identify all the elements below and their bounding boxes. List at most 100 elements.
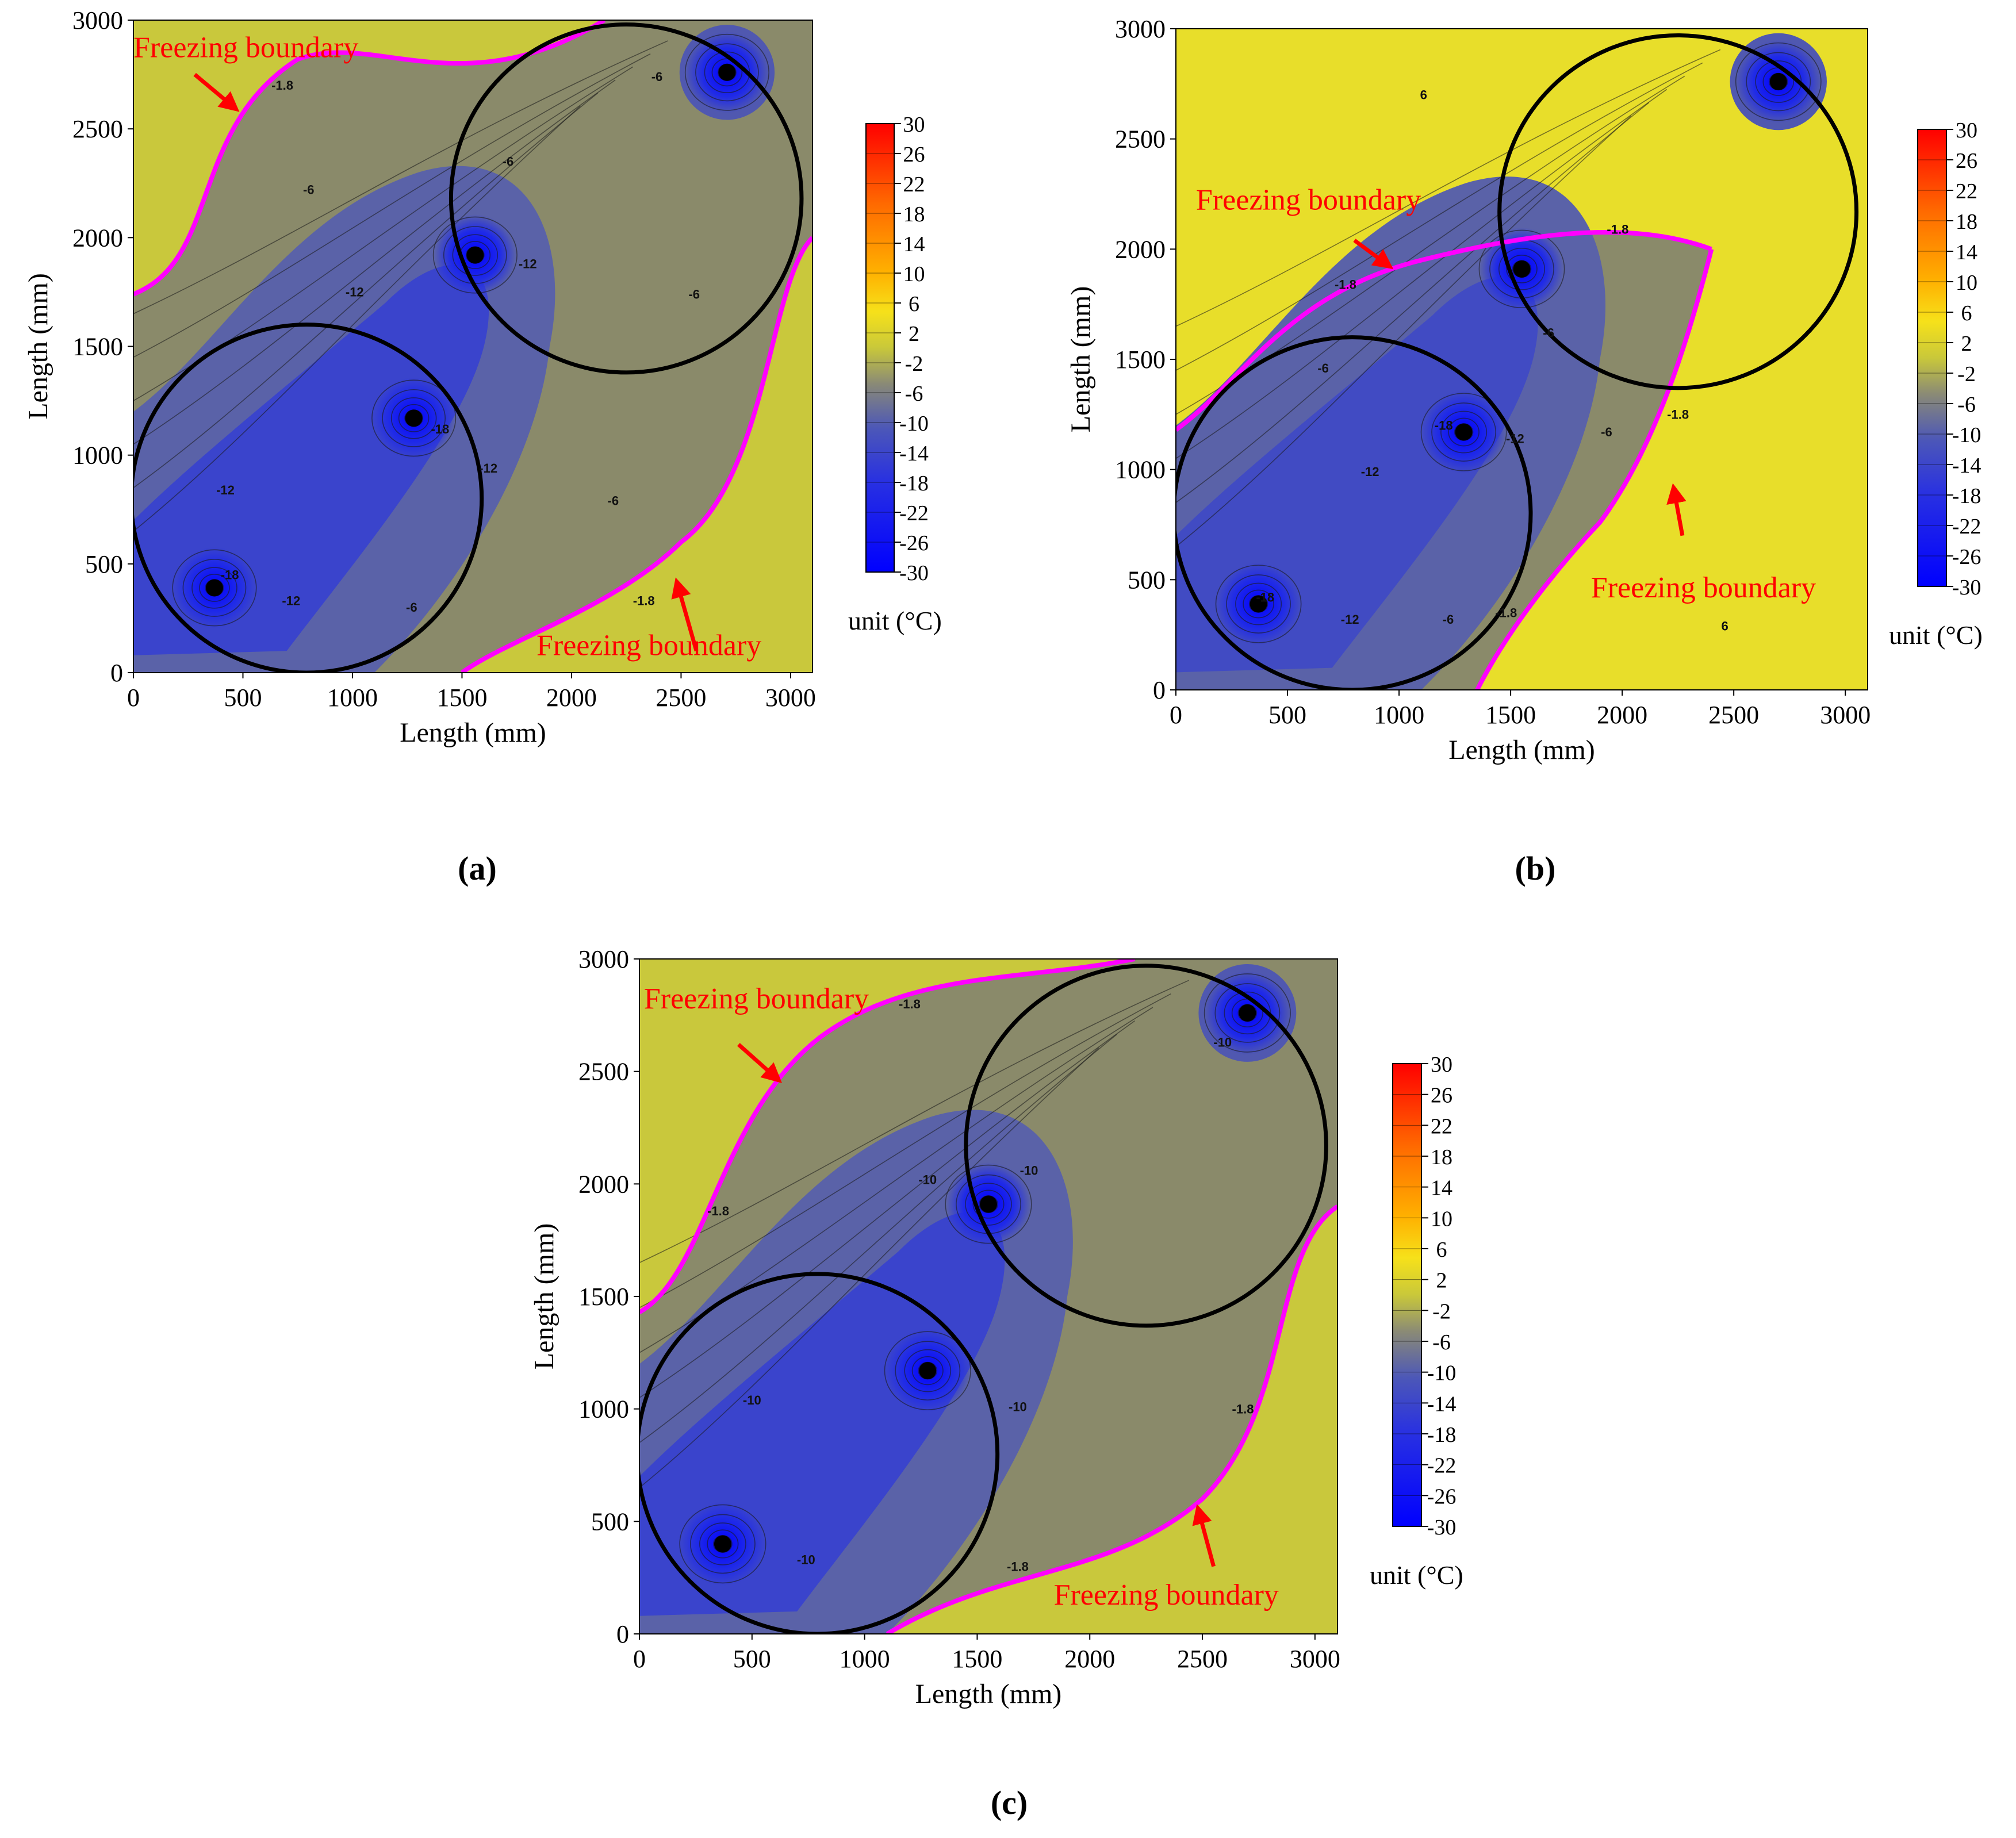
contour-label: -12: [1341, 612, 1359, 627]
x-tick-label: 1500: [436, 684, 487, 712]
pipe-contour: [1746, 52, 1811, 112]
contour-label: -18: [1435, 419, 1453, 433]
contour-label: -6: [303, 183, 315, 197]
contour-label: -12: [1506, 432, 1524, 446]
contour-label: -10: [797, 1553, 815, 1567]
contour-label: -1.8: [271, 78, 293, 93]
colorbar-label: -26: [1952, 545, 1981, 569]
contour-label: -18: [431, 422, 449, 436]
y-tick-label: 0: [110, 659, 123, 687]
y-tick-label: 2500: [578, 1058, 629, 1086]
contour-label: -10: [1020, 1164, 1038, 1178]
colorbar-label: -10: [899, 412, 929, 436]
contour-label: -6: [688, 287, 700, 301]
colorbar: [1392, 1063, 1422, 1527]
contour-label: -10: [918, 1172, 937, 1187]
contour-label: 6: [1420, 88, 1427, 102]
contour-label: -1.8: [1495, 606, 1517, 620]
freezing-pipe: [405, 409, 423, 427]
colorbar-label: -26: [899, 531, 929, 555]
panel-caption: (b): [1515, 850, 1556, 887]
y-axis-label: Length (mm): [529, 1223, 559, 1370]
colorbar-label: -22: [1427, 1454, 1457, 1478]
pipe-contour: [398, 404, 430, 432]
pipe-contour: [382, 389, 446, 447]
pipe-contour: [371, 379, 457, 457]
y-tick-label: 2000: [1115, 235, 1166, 263]
x-tick-label: 1000: [840, 1645, 890, 1673]
colorbar-label: 2: [1961, 332, 1972, 356]
colorbar-label: 6: [1961, 301, 1972, 325]
contour-label: 6: [1722, 619, 1728, 634]
contour-label: -1.8: [1667, 408, 1689, 422]
pipe-contour: [1498, 247, 1545, 290]
colorbar-unit: unit (°C): [848, 606, 942, 635]
freezing-pipe: [1769, 73, 1787, 90]
colorbar-label: 22: [903, 172, 925, 197]
pipe-contour: [695, 43, 759, 102]
isotherm-line: [133, 79, 616, 445]
contour-label: -1.8: [899, 997, 921, 1011]
freezing-pipe: [980, 1195, 997, 1213]
y-tick-label: 1000: [72, 442, 123, 470]
x-tick-label: 2000: [1064, 1645, 1115, 1673]
freezing-boundary-annotation: Freezing boundary: [1054, 1579, 1279, 1611]
pipe-contour: [1735, 42, 1822, 121]
colorbar-label: 2: [1436, 1269, 1447, 1293]
isotherm-line: [1176, 62, 1703, 371]
colorbar: [865, 123, 895, 573]
colorbar-label: -10: [1952, 423, 1981, 447]
colorbar-label: -14: [899, 442, 929, 466]
isotherm-line: [1176, 89, 1668, 459]
colorbar-label: 26: [1956, 149, 1977, 173]
pipe-contour: [199, 574, 230, 602]
colorbar-label: 18: [903, 202, 925, 227]
y-tick-label: 1500: [578, 1283, 629, 1311]
x-axis-label: Length (mm): [400, 717, 546, 748]
colorbar-label: -18: [1952, 484, 1981, 508]
contour-label: -1.8: [1007, 1559, 1029, 1574]
isotherm-line: [639, 1047, 1099, 1488]
contour-label: -18: [221, 567, 239, 582]
colorbar-label: 30: [1956, 118, 1977, 143]
pipe-contour: [1214, 983, 1281, 1043]
pipe-contour: [1226, 574, 1291, 634]
pipe-contour: [707, 1529, 739, 1559]
freezing-boundary-line: [133, 20, 606, 297]
freezing-pipe: [718, 63, 736, 81]
pipe-contour: [884, 1331, 971, 1410]
plot-area-c: -1.8 -1.8 -10 -10 -10 -10 -10 -10 -1.8 -1.8: [639, 959, 1337, 1634]
annotation-arrow: [1353, 239, 1394, 270]
y-tick-label: 2500: [72, 115, 123, 143]
contour-label: -12: [346, 285, 364, 299]
panel-a: -1.8 -6 -6 -6 -12 -12 -18 -12 -12 -12 -6 -6 -6 -1.8 -1…: [23, 6, 942, 887]
x-tick-label: 3000: [1290, 1645, 1340, 1673]
annotation-arrow: [193, 72, 240, 112]
contour-label: -6: [608, 494, 619, 508]
colorbar-label: 2: [909, 322, 919, 346]
panel-c: -1.8 -1.8 -10 -10 -10 -10 -10 -10 -1.8 -1.8 0 500 10…: [529, 945, 1463, 1821]
contour-label: -12: [519, 256, 537, 271]
freezing-boundary-annotation: Freezing boundary: [1591, 571, 1816, 604]
y-tick-label: 1500: [72, 333, 123, 361]
colorbar-label: 18: [1956, 210, 1977, 234]
contour-label: -12: [479, 461, 497, 475]
colorbar-label: -14: [1427, 1392, 1457, 1416]
colorbar-label: 30: [903, 113, 925, 137]
colorbar-label: -2: [1957, 362, 1976, 386]
contour-label: -10: [1009, 1400, 1027, 1414]
x-tick-label: 2000: [1597, 701, 1647, 729]
y-tick-label: 0: [616, 1620, 629, 1648]
colorbar-label: 14: [1431, 1176, 1452, 1200]
contour-label: -6: [651, 70, 663, 84]
y-tick-label: 0: [1153, 676, 1166, 704]
pipe-contour: [1478, 229, 1565, 309]
contour-label: -1.8: [1335, 277, 1356, 291]
freezing-pipe: [466, 246, 484, 264]
freezing-boundary-line: [886, 1204, 1337, 1634]
y-tick-label: 3000: [1115, 15, 1166, 43]
y-axis-label: Length (mm): [1066, 286, 1096, 433]
plot-area-a: -1.8 -6 -6 -6 -12 -12 -18 -12 -12 -12 -6 -6 -6 -1.8 -1…: [133, 20, 812, 673]
x-tick-label: 0: [1170, 701, 1182, 729]
